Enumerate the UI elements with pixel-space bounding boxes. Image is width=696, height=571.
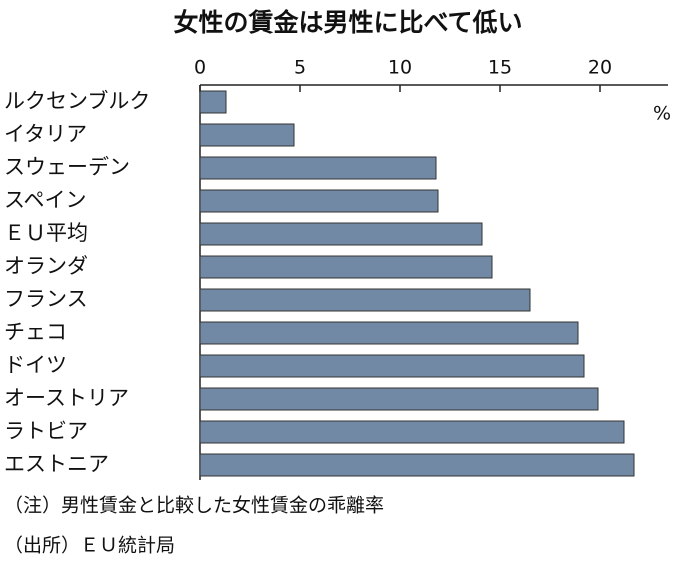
x-tick-label: 20: [588, 57, 612, 79]
note: （出所）ＥＵ統計局: [4, 535, 175, 557]
bar: [199, 288, 531, 312]
bar: [199, 222, 483, 246]
chart-title: 女性の賃金は男性に比べて低い: [173, 8, 522, 37]
y-tick-label: ルクセンブルク: [4, 89, 150, 113]
y-tick-label: オーストリア: [4, 386, 129, 410]
bar: [199, 156, 437, 180]
y-tick-label: ドイツ: [4, 353, 67, 377]
unit-label: %: [653, 103, 671, 125]
y-tick-label: ＥＵ平均: [4, 221, 88, 245]
y-tick-label: チェコ: [4, 320, 67, 344]
x-tick-label: 0: [194, 57, 206, 79]
y-tick-label: オランダ: [4, 254, 88, 278]
bar: [199, 123, 295, 147]
bar: [199, 453, 635, 477]
y-tick-label: ラトビア: [4, 419, 88, 443]
y-tick-label: スペイン: [4, 188, 87, 212]
y-tick-label: フランス: [4, 287, 88, 311]
bar: [199, 354, 585, 378]
bar: [199, 90, 227, 114]
x-tick-label: 15: [488, 57, 512, 79]
y-tick-label: エストニア: [4, 452, 109, 476]
bar: [199, 387, 599, 411]
bar: [199, 255, 493, 279]
x-tick-label: 10: [388, 57, 412, 79]
x-tick-label: 5: [294, 57, 306, 79]
note: （注）男性賃金と比較した女性賃金の乖離率: [4, 495, 384, 517]
y-tick-label: スウェーデン: [4, 155, 130, 179]
y-tick-label: イタリア: [4, 122, 87, 146]
bar: [199, 420, 625, 444]
bar: [199, 321, 579, 345]
bar: [199, 189, 439, 213]
